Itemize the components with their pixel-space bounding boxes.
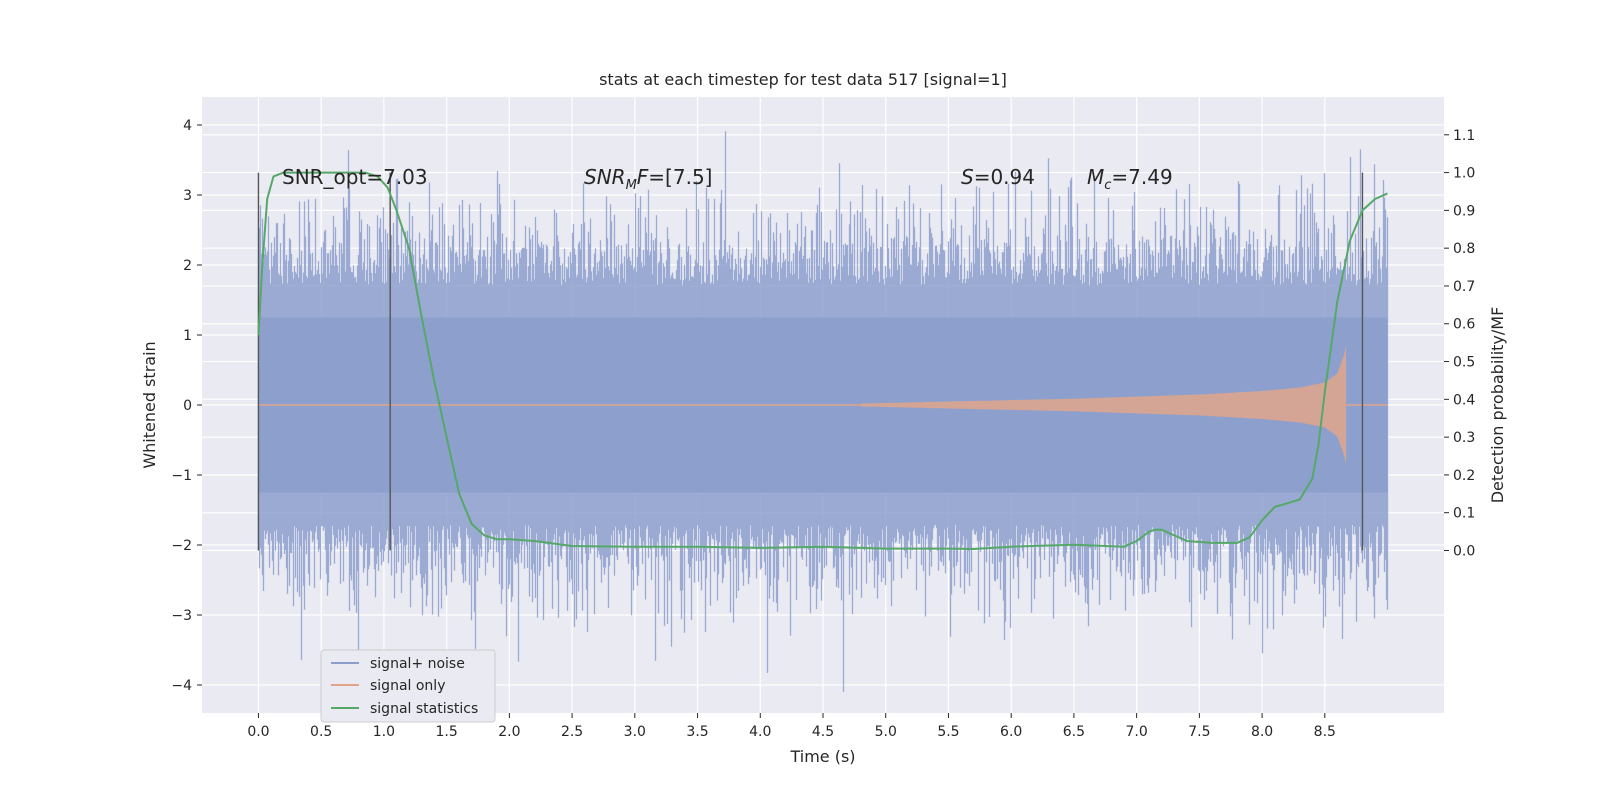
y-tick-label: −2 (171, 538, 192, 554)
x-tick-label: 0.0 (247, 724, 269, 740)
y-right-tick-label: 0.6 (1453, 317, 1475, 333)
x-tick-label: 2.5 (561, 724, 583, 740)
y-right-tick-label: 0.2 (1453, 468, 1475, 484)
y-right-tick-label: 0.0 (1453, 543, 1475, 559)
x-tick-label: 1.5 (436, 724, 458, 740)
x-tick-label: 3.5 (686, 724, 708, 740)
y-tick-label: −3 (171, 608, 192, 624)
y-tick-label: 3 (183, 188, 192, 204)
y-tick-label: −4 (171, 678, 192, 694)
y-right-tick-label: 0.3 (1453, 430, 1475, 446)
legend-label-signal-only: signal only (370, 678, 445, 694)
x-tick-label: 8.0 (1251, 724, 1273, 740)
x-tick-label: 5.0 (875, 724, 897, 740)
annotation-mc: Mc=7.49 (1087, 165, 1173, 193)
y-right-tick-label: 0.8 (1453, 241, 1475, 257)
y-tick-label: 1 (183, 328, 192, 344)
y-right-tick-label: 0.5 (1453, 355, 1475, 371)
y-tick-label: 0 (183, 398, 192, 414)
legend: signal+ noise signal only signal statist… (320, 649, 496, 723)
y-tick-label: 4 (183, 118, 192, 134)
x-tick-label: 1.0 (373, 724, 395, 740)
vertical-markers (257, 172, 1364, 551)
x-tick-label: 3.0 (624, 724, 646, 740)
signal-statistics-line (257, 171, 1388, 550)
annotation-snr-opt: SNR_opt=7.03 (282, 165, 428, 189)
x-axis-label: Time (s) (789, 747, 855, 766)
x-tick-label: 2.0 (498, 724, 520, 740)
legend-label-signal-noise: signal+ noise (370, 656, 465, 672)
x-tick-label: 6.5 (1063, 724, 1085, 740)
y-right-tick-label: 1.1 (1453, 128, 1475, 144)
y-right-tick-label: 0.1 (1453, 506, 1475, 522)
x-tick-label: 4.0 (749, 724, 771, 740)
y-axis-label: Whitened strain (140, 341, 159, 468)
x-tick-label: 6.0 (1000, 724, 1022, 740)
signal-statistics-series (257, 171, 1388, 550)
y-right-tick-label: 0.4 (1453, 392, 1475, 408)
y-tick-label: −1 (171, 468, 192, 484)
x-tick-label: 5.5 (937, 724, 959, 740)
y-right-tick-label: 1.0 (1453, 166, 1475, 182)
legend-label-signal-statistics: signal statistics (370, 701, 478, 717)
x-tick-label: 7.5 (1188, 724, 1210, 740)
x-tick-label: 0.5 (310, 724, 332, 740)
chart-title: stats at each timestep for test data 517… (599, 70, 1007, 89)
x-tick-label: 4.5 (812, 724, 834, 740)
axis-ticks: 0.0 0.5 1.0 1.5 2.0 2.5 3.0 3.5 4.0 4.5 5.0 5.5 6.0 6… (171, 118, 1475, 740)
y-right-tick-label: 0.9 (1453, 203, 1475, 219)
signal-only-envelope (860, 345, 1347, 465)
x-tick-label: 8.5 (1314, 724, 1336, 740)
y-tick-label: 2 (183, 258, 192, 274)
y-right-axis-label: Detection probability/MF (1488, 307, 1507, 504)
annotation-s: S=0.94 (961, 165, 1035, 189)
signal-only-series (258, 345, 1388, 465)
x-tick-label: 7.0 (1126, 724, 1148, 740)
annotation-snr-mf: SNRMF=[7.5] (584, 165, 712, 193)
y-right-tick-label: 0.7 (1453, 279, 1475, 295)
